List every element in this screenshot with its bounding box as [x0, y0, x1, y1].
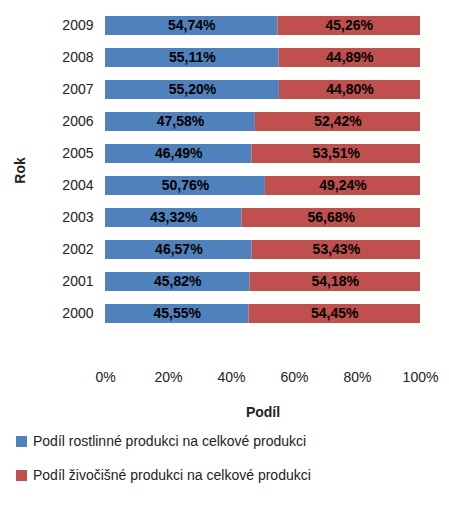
svg-text:49,24%: 49,24%	[319, 177, 367, 193]
svg-text:54,74%: 54,74%	[168, 17, 216, 33]
svg-text:2007: 2007	[62, 81, 93, 97]
svg-text:43,32%: 43,32%	[150, 209, 198, 225]
svg-text:2003: 2003	[62, 209, 93, 225]
svg-text:2009: 2009	[62, 17, 93, 33]
svg-text:54,18%: 54,18%	[311, 273, 359, 289]
svg-text:45,55%: 45,55%	[153, 305, 201, 321]
svg-text:44,80%: 44,80%	[326, 81, 374, 97]
svg-text:2001: 2001	[62, 273, 93, 289]
svg-text:54,45%: 54,45%	[311, 305, 359, 321]
svg-text:2004: 2004	[62, 177, 93, 193]
svg-text:100%: 100%	[403, 369, 439, 385]
svg-text:55,20%: 55,20%	[169, 81, 217, 97]
svg-text:44,89%: 44,89%	[326, 49, 374, 65]
html-text:Podíl živočišné produkci na ce: Podíl živočišné produkci na celkové prod…	[33, 467, 311, 483]
svg-text:2000: 2000	[62, 305, 93, 321]
svg-text:55,11%: 55,11%	[169, 49, 216, 65]
html-text:Podíl rostlinné produkci na ce: Podíl rostlinné produkci na celkové prod…	[33, 433, 307, 449]
svg-text:2008: 2008	[62, 49, 93, 65]
svg-text:2005: 2005	[62, 145, 93, 161]
svg-text:40%: 40%	[217, 369, 245, 385]
svg-text:60%: 60%	[280, 369, 308, 385]
svg-text:50,76%: 50,76%	[162, 177, 210, 193]
svg-text:0%: 0%	[95, 369, 115, 385]
svg-text:46,57%: 46,57%	[155, 241, 203, 257]
svg-text:56,68%: 56,68%	[307, 209, 355, 225]
svg-text:2002: 2002	[62, 241, 93, 257]
svg-text:20%: 20%	[154, 369, 182, 385]
svg-text:45,82%: 45,82%	[154, 273, 202, 289]
svg-text:Podíl: Podíl	[246, 404, 280, 420]
svg-text:53,51%: 53,51%	[312, 145, 360, 161]
svg-text:2006: 2006	[62, 113, 93, 129]
svg-text:47,58%: 47,58%	[157, 113, 205, 129]
svg-text:53,43%: 53,43%	[313, 241, 361, 257]
svg-text:80%: 80%	[343, 369, 371, 385]
svg-text:Rok: Rok	[12, 157, 28, 184]
svg-text:52,42%: 52,42%	[314, 113, 362, 129]
svg-text:45,26%: 45,26%	[325, 17, 373, 33]
svg-text:46,49%: 46,49%	[155, 145, 203, 161]
